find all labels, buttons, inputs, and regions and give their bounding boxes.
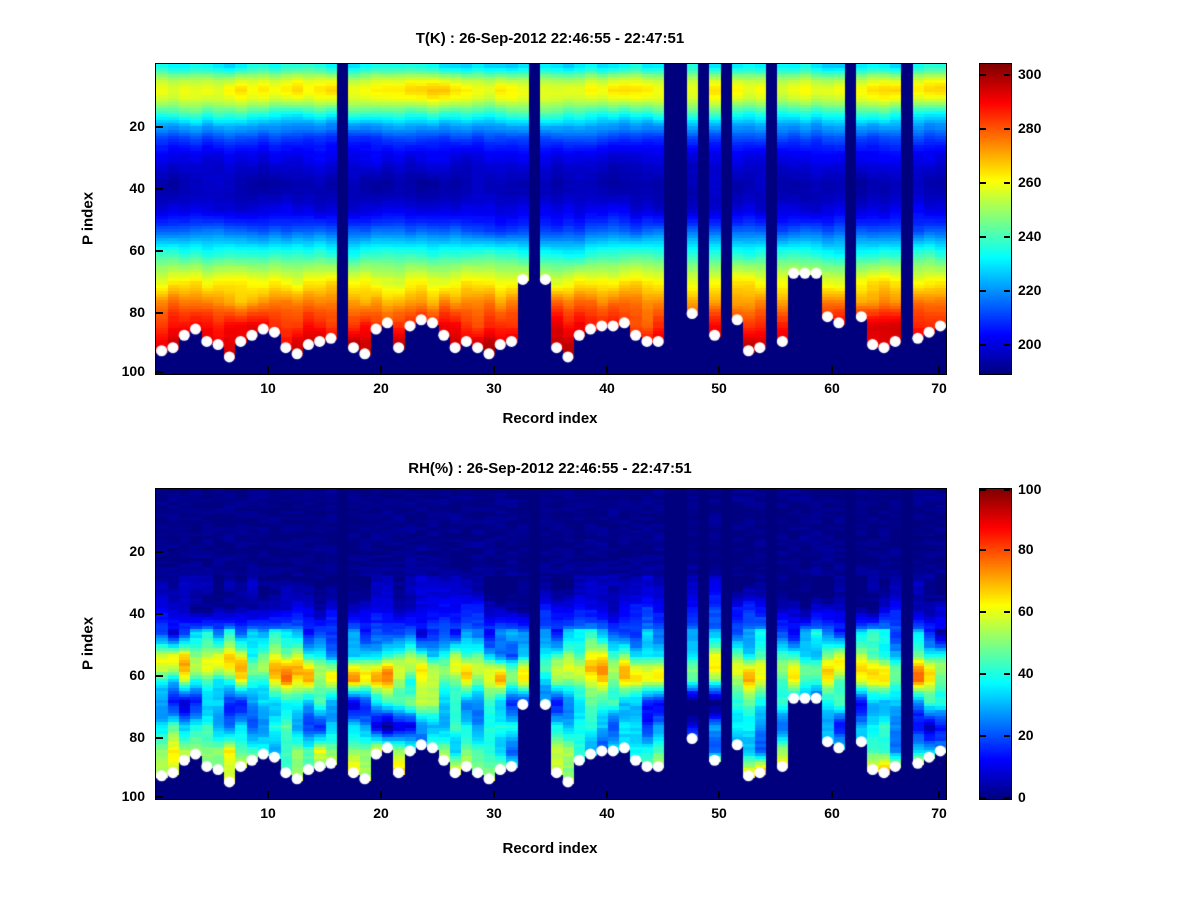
ytick-label-80: 80: [129, 729, 145, 745]
xtick-label-60: 60: [824, 380, 840, 396]
ytick-label-20: 20: [129, 118, 145, 134]
xtick-mark: [380, 366, 382, 373]
xtick-mark: [831, 791, 833, 798]
ytick-mark: [156, 250, 163, 252]
xtick-label-70: 70: [931, 805, 947, 821]
colorbar-tick-mark: [1004, 344, 1010, 346]
colorbar-tick-mark: [980, 74, 986, 76]
ytick-mark: [156, 551, 163, 553]
colorbar-tick-mark: [1004, 128, 1010, 130]
colorbar-tick-label-220: 220: [1018, 282, 1042, 298]
xtick-mark: [493, 366, 495, 373]
temperature-colorbar-gradient: [980, 64, 1011, 374]
xtick-mark: [267, 366, 269, 373]
humidity-colorbar-gradient: [980, 489, 1011, 799]
xtick-mark: [718, 366, 720, 373]
ytick-label-60: 60: [129, 242, 145, 258]
ytick-mark: [156, 675, 163, 677]
xtick-label-60: 60: [824, 805, 840, 821]
xtick-label-40: 40: [599, 805, 615, 821]
colorbar-tick-label-80: 80: [1018, 541, 1034, 557]
colorbar-tick-label-240: 240: [1018, 228, 1042, 244]
temperature-heatmap-canvas: [156, 64, 946, 374]
xtick-label-30: 30: [486, 805, 502, 821]
xtick-mark: [267, 791, 269, 798]
panel-humidity-title: RH(%) : 26-Sep-2012 22:46:55 - 22:47:51: [408, 460, 692, 477]
colorbar-tick-mark: [980, 549, 986, 551]
colorbar-tick-label-20: 20: [1018, 727, 1034, 743]
xtick-label-10: 10: [260, 805, 276, 821]
temperature-x-axis-label: Record index: [502, 410, 598, 427]
xtick-mark: [938, 366, 940, 373]
colorbar-tick-mark: [1004, 74, 1010, 76]
ytick-mark: [156, 371, 163, 373]
xtick-mark: [606, 791, 608, 798]
colorbar-tick-label-60: 60: [1018, 603, 1034, 619]
colorbar-tick-label-280: 280: [1018, 120, 1042, 136]
colorbar-tick-label-300: 300: [1018, 66, 1042, 82]
colorbar-tick-mark: [980, 489, 986, 491]
xtick-mark: [380, 791, 382, 798]
ytick-label-80: 80: [129, 304, 145, 320]
colorbar-tick-label-100: 100: [1018, 481, 1042, 497]
xtick-mark: [831, 366, 833, 373]
ytick-label-60: 60: [129, 667, 145, 683]
temperature-heatmap-axes[interactable]: [155, 63, 947, 375]
ytick-mark: [156, 737, 163, 739]
humidity-y-axis-label: P index: [79, 616, 97, 671]
colorbar-tick-mark: [980, 182, 986, 184]
colorbar-tick-mark: [1004, 236, 1010, 238]
xtick-label-20: 20: [373, 805, 389, 821]
ytick-label-40: 40: [129, 605, 145, 621]
ytick-mark: [156, 188, 163, 190]
colorbar-tick-mark: [1004, 611, 1010, 613]
xtick-label-50: 50: [711, 805, 727, 821]
xtick-label-40: 40: [599, 380, 615, 396]
ytick-mark: [156, 613, 163, 615]
colorbar-tick-mark: [1004, 549, 1010, 551]
colorbar-tick-mark: [980, 290, 986, 292]
xtick-label-10: 10: [260, 380, 276, 396]
colorbar-tick-label-40: 40: [1018, 665, 1034, 681]
colorbar-tick-mark: [1004, 735, 1010, 737]
colorbar-tick-mark: [980, 128, 986, 130]
xtick-mark: [606, 366, 608, 373]
colorbar-tick-mark: [980, 673, 986, 675]
ytick-mark: [156, 796, 163, 798]
colorbar-tick-mark: [980, 797, 986, 799]
humidity-heatmap-canvas: [156, 489, 946, 799]
xtick-mark: [938, 791, 940, 798]
ytick-label-20: 20: [129, 543, 145, 559]
colorbar-tick-mark: [1004, 797, 1010, 799]
colorbar-tick-label-0: 0: [1018, 789, 1026, 805]
colorbar-tick-mark: [980, 344, 986, 346]
colorbar-tick-mark: [1004, 290, 1010, 292]
colorbar-tick-mark: [980, 735, 986, 737]
ytick-mark: [156, 126, 163, 128]
humidity-x-axis-label: Record index: [502, 840, 598, 857]
ytick-label-100: 100: [121, 788, 145, 804]
ytick-label-40: 40: [129, 180, 145, 196]
temperature-colorbar[interactable]: [979, 63, 1012, 375]
xtick-mark: [718, 791, 720, 798]
colorbar-tick-label-260: 260: [1018, 174, 1042, 190]
xtick-label-70: 70: [931, 380, 947, 396]
panel-temperature-title: T(K) : 26-Sep-2012 22:46:55 - 22:47:51: [415, 30, 685, 47]
colorbar-tick-mark: [1004, 182, 1010, 184]
xtick-mark: [493, 791, 495, 798]
humidity-heatmap-axes[interactable]: [155, 488, 947, 800]
xtick-label-30: 30: [486, 380, 502, 396]
colorbar-tick-mark: [980, 236, 986, 238]
xtick-label-50: 50: [711, 380, 727, 396]
temperature-y-axis-label: P index: [79, 191, 97, 246]
colorbar-tick-mark: [980, 611, 986, 613]
ytick-mark: [156, 312, 163, 314]
colorbar-tick-mark: [1004, 489, 1010, 491]
colorbar-tick-mark: [1004, 673, 1010, 675]
humidity-colorbar[interactable]: [979, 488, 1012, 800]
ytick-label-100: 100: [121, 363, 145, 379]
xtick-label-20: 20: [373, 380, 389, 396]
colorbar-tick-label-200: 200: [1018, 336, 1042, 352]
